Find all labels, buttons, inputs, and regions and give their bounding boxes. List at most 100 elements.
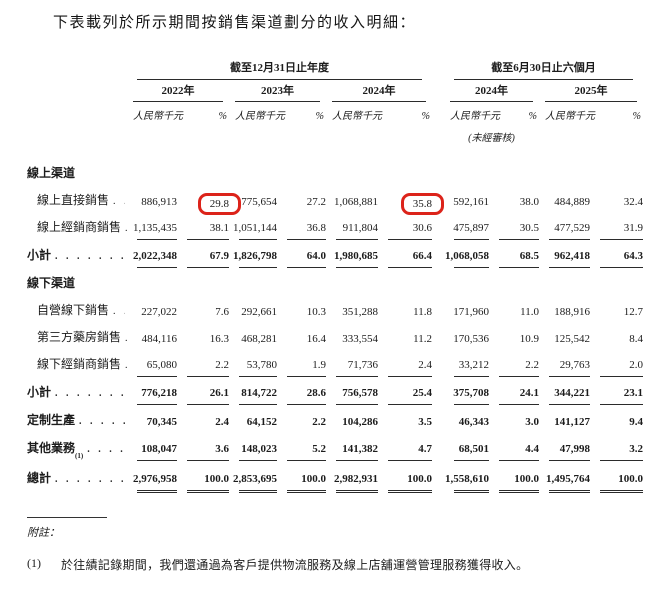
notes-header: 附註： [27, 527, 60, 539]
table-cell: 38.0 [519, 196, 539, 208]
table-cell: 12.7 [623, 306, 643, 318]
table-cell: 100.0 [600, 461, 643, 493]
table-cell: 46,343 [458, 416, 489, 428]
dot-leader: . . . . . . . . . . . . . . . . . . . . … [79, 416, 125, 427]
table-cell [444, 158, 489, 186]
unit-header: 人民幣千元 [235, 111, 285, 122]
table-cell: 141,127 [554, 416, 590, 428]
table-cell: 32.4 [623, 196, 643, 208]
table-cell: 108,047 [137, 433, 177, 461]
row-label-text: 線上經銷商銷售 [37, 220, 122, 234]
table-cell: 375,708 [453, 377, 489, 405]
column-gap [432, 350, 444, 377]
dot-leader: . . . . . . . . . . . . . . . . . . . . … [121, 223, 127, 235]
row-label: 線上渠道 [27, 158, 127, 186]
row-label: 線下經銷商銷售. . . . . . . . . . . . . . . . .… [27, 350, 127, 377]
table-cell: 1,051,144 [233, 213, 277, 240]
table-cell [229, 158, 277, 186]
dot-leader: . . . . . . . . . . . . . . . . . . . . … [121, 360, 127, 372]
unaudited-note: (未經審核) [468, 133, 515, 144]
table-cell: 64.0 [287, 240, 326, 268]
year-header-2022: 2022年 [127, 80, 229, 102]
table-cell [326, 158, 378, 186]
row-label-text: 定制生產 [27, 413, 76, 427]
table-cell: 1,495,764 [546, 461, 590, 493]
table-cell: 31.9 [600, 213, 643, 240]
column-gap [432, 186, 444, 213]
table-cell [177, 268, 229, 296]
row-spacer [27, 148, 127, 158]
row-spacer [378, 148, 432, 158]
column-gap [432, 296, 444, 323]
column-gap [432, 240, 444, 268]
percent-header: % [315, 111, 324, 122]
table-cell: 9.4 [629, 416, 643, 428]
table-cell: 292,661 [241, 306, 277, 318]
table-cell [378, 268, 432, 296]
row-spacer [432, 148, 444, 158]
column-gap [432, 268, 444, 296]
row-spacer [539, 148, 590, 158]
unit-header: 人民幣千元 [450, 111, 500, 122]
table-cell: 468,281 [241, 333, 277, 345]
table-cell: 188,916 [554, 306, 590, 318]
dot-leader: . . . . . . . . . . . . . . . . . . . . … [55, 474, 125, 485]
table-cell: 351,288 [342, 306, 378, 318]
table-cell: 100.0 [287, 461, 326, 493]
column-gap [432, 102, 444, 128]
row-spacer [590, 148, 643, 158]
table-cell [277, 268, 326, 296]
year-header-2023: 2023年 [229, 80, 326, 102]
table-cell [177, 158, 229, 186]
table-cell: 11.0 [520, 306, 539, 318]
table-cell: 170,536 [453, 333, 489, 345]
table-cell [378, 158, 432, 186]
highlight-box: 29.8 [197, 193, 241, 215]
row-label: 線下渠道 [27, 268, 127, 296]
table-cell: 2.4 [215, 416, 229, 428]
revenue-by-channel-table: 截至12月31日止年度 截至6月30日止六個月 2022年 2023年 2024… [27, 56, 643, 493]
dot-leader: . . . . . . . . . . . . . . . . . . . . … [55, 251, 125, 262]
row-label-text: 總計 [27, 471, 52, 485]
table-cell: 68.5 [499, 240, 539, 268]
table-cell: 36.8 [287, 213, 326, 240]
table-cell: 28.6 [287, 377, 326, 405]
table-cell [489, 158, 539, 186]
year-header-2024: 2024年 [326, 80, 432, 102]
table-cell: 53,780 [239, 350, 277, 377]
table-cell: 4.7 [388, 433, 432, 461]
table-cell: 11.2 [413, 333, 432, 345]
table-cell: 70,345 [146, 416, 177, 428]
table-cell: 756,578 [336, 377, 378, 405]
row-label-text: 小計 [27, 385, 52, 399]
table-cell [229, 268, 277, 296]
table-cell: 33,212 [454, 350, 489, 377]
table-cell: 67.9 [187, 240, 229, 268]
table-cell: 477,529 [549, 213, 590, 240]
table-cell: 1,826,798 [233, 240, 277, 268]
table-cell: 125,542 [554, 333, 590, 345]
table-cell: 30.5 [499, 213, 539, 240]
table-cell: 227,022 [141, 306, 177, 318]
percent-header: % [421, 111, 430, 122]
col-group-interim-label: 截至6月30日止六個月 [454, 59, 633, 80]
table-cell: 38.1 [187, 213, 229, 240]
table-cell: 23.1 [600, 377, 643, 405]
table-cell: 66.4 [388, 240, 432, 268]
column-gap [432, 461, 444, 491]
row-label-text: 線上直接銷售 [37, 193, 110, 207]
table-cell: 7.6 [215, 306, 229, 318]
col-group-interim: 截至6月30日止六個月 [444, 56, 643, 80]
highlight-box: 35.8 [400, 193, 444, 215]
column-gap [432, 56, 444, 80]
table-cell: 1,558,610 [445, 461, 489, 493]
table-cell [489, 268, 539, 296]
table-cell: 475,897 [453, 213, 489, 240]
table-cell [277, 158, 326, 186]
table-cell: 592,161 [453, 196, 489, 208]
unit-header: 人民幣千元 [545, 111, 595, 122]
unit-header: 人民幣千元 [332, 111, 382, 122]
table-cell: 5.2 [287, 433, 326, 461]
header-spacer [27, 102, 127, 128]
table-cell: 1,068,058 [445, 240, 489, 268]
